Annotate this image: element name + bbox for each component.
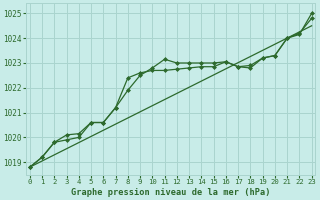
X-axis label: Graphe pression niveau de la mer (hPa): Graphe pression niveau de la mer (hPa) bbox=[71, 188, 270, 197]
